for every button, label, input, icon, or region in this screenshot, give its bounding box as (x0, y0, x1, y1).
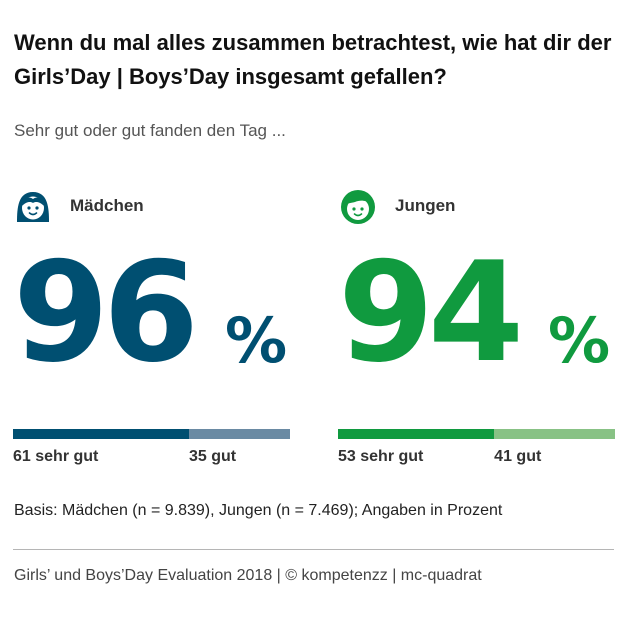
girls-panel: Mädchen 96 % 61 sehr gut 35 gut (13, 186, 293, 476)
boys-total-value: 94 (338, 232, 524, 393)
chart-title: Wenn du mal alles zusammen betrachtest, … (14, 30, 612, 89)
divider (13, 549, 614, 550)
girls-bar-sehr-gut (13, 429, 189, 439)
girls-bar-gut (189, 429, 290, 439)
girls-label: Mädchen (70, 196, 144, 215)
girls-percent-sign: % (225, 304, 288, 377)
boys-sehr-gut-label: 53 sehr gut (338, 448, 424, 465)
girls-total-value: 96 (13, 232, 199, 393)
girls-gut-label: 35 gut (189, 448, 237, 465)
girls-header: Mädchen (13, 186, 293, 226)
boys-bar-sehr-gut (338, 429, 495, 439)
boys-gut-label: 41 gut (494, 448, 542, 465)
source-line: Girls’ und Boys’Day Evaluation 2018 | © … (14, 567, 482, 584)
girls-sehr-gut-label: 61 sehr gut (13, 448, 99, 465)
base-note: Basis: Mädchen (n = 9.839), Jungen (n = … (14, 502, 503, 519)
boys-stacked-bar (338, 429, 615, 439)
girls-stacked-bar (13, 429, 290, 439)
boy-face-icon (341, 190, 375, 224)
boys-label: Jungen (395, 196, 456, 215)
boys-bar-gut (494, 429, 615, 439)
boys-header: Jungen (338, 186, 618, 226)
boys-panel: Jungen 94 % 53 sehr gut 41 gut (338, 186, 618, 476)
girl-face-icon (17, 192, 49, 222)
chart-subtitle: Sehr gut oder gut fanden den Tag ... (14, 121, 286, 140)
boys-percent-sign: % (548, 304, 611, 377)
